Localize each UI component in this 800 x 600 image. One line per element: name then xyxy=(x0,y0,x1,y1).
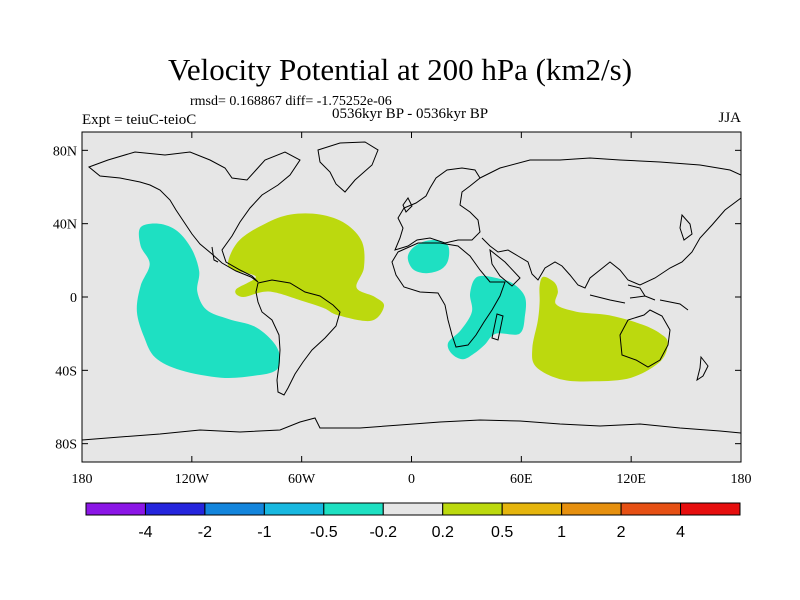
colorbar-label: 0.2 xyxy=(432,524,454,541)
coastline-britain xyxy=(402,197,413,213)
y-tick-label: 40S xyxy=(55,364,77,379)
colorbar-label: -0.2 xyxy=(369,524,397,541)
colorbar-bin xyxy=(382,502,444,516)
colorbar-label: -0.5 xyxy=(310,524,338,541)
x-tick-label: 60E xyxy=(510,472,533,487)
colorbar-label: 0.5 xyxy=(491,524,513,541)
coastline-australia xyxy=(619,309,671,368)
colorbar-bin xyxy=(144,502,206,516)
colorbar-label: 4 xyxy=(676,524,685,541)
coastline-antarctica xyxy=(82,417,741,441)
experiment-label: Expt = teiuC-teioC xyxy=(82,112,197,128)
coastline-south-america xyxy=(255,279,341,396)
colorbar-bin xyxy=(263,502,325,516)
coastline-japan xyxy=(679,213,693,241)
y-tick-label: 80N xyxy=(53,144,77,159)
coastline-asia xyxy=(479,157,741,289)
colorbar-bin xyxy=(561,502,622,516)
colorbar-label: -2 xyxy=(198,524,212,541)
season-label: JJA xyxy=(718,110,741,126)
axis-ticks: 180 120W 60W 0 60E 120E 180 80N 40N 0 40S 80S xyxy=(53,132,752,487)
region-atlantic-positive xyxy=(227,213,385,322)
x-tick-label: 0 xyxy=(408,472,415,487)
x-tick-label: 120E xyxy=(616,472,646,487)
x-tick-label: 180 xyxy=(731,472,752,487)
colorbar-label: -4 xyxy=(138,524,152,541)
y-tick-label: 80S xyxy=(55,438,77,453)
colorbar-bin xyxy=(442,502,503,516)
x-tick-label: 60W xyxy=(288,472,316,487)
region-central-pacific-negative xyxy=(136,223,280,378)
colorbar-bin xyxy=(85,502,146,516)
stats-label: rmsd= 0.168867 diff= -1.75252e-06 xyxy=(190,94,392,109)
chart-title: Velocity Potential at 200 hPa (km2/s) xyxy=(167,52,633,87)
coastline-greenland xyxy=(317,141,379,193)
y-tick-label: 40N xyxy=(53,218,77,233)
coastline-europe xyxy=(394,167,481,251)
coastline-arabia xyxy=(489,248,521,287)
coastline-north-america xyxy=(88,151,301,283)
x-tick-label: 120W xyxy=(175,472,210,487)
region-indian-ocean-positive xyxy=(532,276,668,382)
colorbar-bin xyxy=(323,502,384,516)
colorbar-bin xyxy=(204,502,265,516)
period-label: 0536kyr BP - 0536kyr BP xyxy=(331,106,489,122)
coastline-baja xyxy=(211,246,219,263)
coastlines xyxy=(82,141,741,441)
colorbar: -4 -2 -1 -0.5 -0.2 0.2 0.5 1 2 4 xyxy=(85,502,741,541)
region-north-africa-negative xyxy=(407,240,450,274)
x-tick-label: 180 xyxy=(72,472,93,487)
colorbar-bin xyxy=(501,502,563,516)
colorbar-bin xyxy=(620,502,682,516)
colorbar-label: 1 xyxy=(557,524,566,541)
coastline-new-zealand xyxy=(696,355,709,382)
colorbar-label: 2 xyxy=(617,524,626,541)
colorbar-bin xyxy=(680,502,741,516)
y-tick-label: 0 xyxy=(70,291,77,306)
coastline-indonesia xyxy=(589,284,689,311)
coastline-madagascar xyxy=(491,313,504,341)
anomaly-regions xyxy=(136,213,668,382)
coastline-africa xyxy=(391,242,506,348)
colorbar-label: -1 xyxy=(257,524,271,541)
